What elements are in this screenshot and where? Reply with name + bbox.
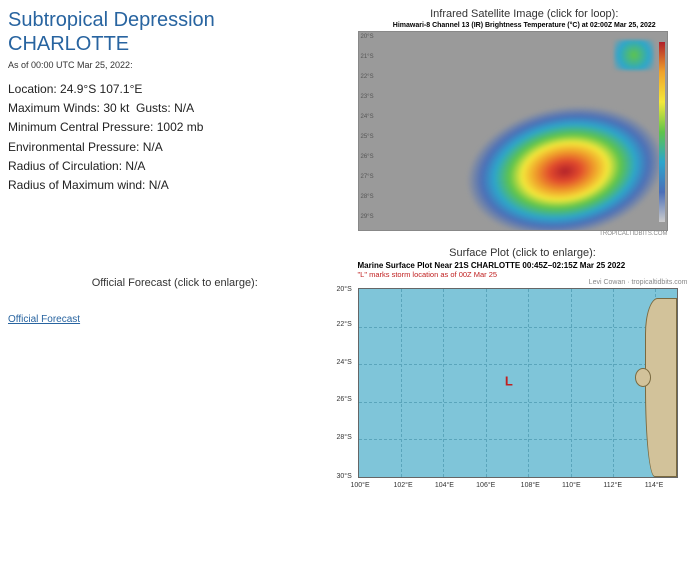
ir-colorbar [659, 42, 665, 222]
stat-roc: Radius of Circulation: N/A [8, 157, 342, 176]
surf-gridline [359, 439, 677, 440]
surf-lon-label: 112°E [603, 482, 622, 489]
surf-lat-label: 24°S [337, 359, 352, 366]
ir-cold-cloud [424, 69, 667, 231]
stat-minpres: Minimum Central Pressure: 1002 mb [8, 118, 342, 137]
ir-satellite-panel: Infrared Satellite Image (click for loop… [358, 8, 692, 237]
surf-gridline [359, 327, 677, 328]
ir-lat-tick: 23°S [361, 94, 374, 100]
surf-gridline [359, 364, 677, 365]
stat-location: Location: 24.9°S 107.1°E [8, 80, 342, 99]
stat-rmw: Radius of Maximum wind: N/A [8, 176, 342, 195]
storm-classification: Subtropical Depression CHARLOTTE [8, 8, 342, 56]
surf-lat-label: 22°S [337, 321, 352, 328]
ir-lat-tick: 20°S [361, 34, 374, 40]
surf-lat-label: 30°S [337, 473, 352, 480]
surf-gridline [359, 402, 677, 403]
surface-plot-panel: Surface Plot (click to enlarge): Marine … [358, 247, 688, 478]
surf-lat-label: 28°S [337, 434, 352, 441]
forecast-caption: Official Forecast (click to enlarge): [8, 277, 342, 289]
surf-lon-label: 110°E [562, 482, 581, 489]
ir-lat-tick: 29°S [361, 214, 374, 220]
storm-marker: L [505, 374, 513, 389]
surf-lat-label: 20°S [337, 286, 352, 293]
surf-lon-label: 100°E [351, 482, 370, 489]
ir-lat-tick: 27°S [361, 174, 374, 180]
forecast-panel: Official Forecast (click to enlarge): Of… [8, 247, 342, 478]
land-australia [645, 298, 677, 477]
stat-envpres: Environmental Pressure: N/A [8, 138, 342, 157]
ir-title: Himawari-8 Channel 13 (IR) Brightness Te… [358, 22, 692, 29]
surf-lon-label: 108°E [521, 482, 540, 489]
land-island [635, 368, 651, 387]
surf-gridline [528, 289, 529, 477]
ir-credit: TROPICALTIDBITS.COM [358, 231, 668, 237]
stat-maxwind: Maximum Winds: 30 kt Gusts: N/A [8, 99, 342, 118]
ir-lat-tick: 24°S [361, 114, 374, 120]
surf-lon-label: 102°E [393, 482, 412, 489]
ir-caption: Infrared Satellite Image (click for loop… [358, 8, 692, 20]
surf-gridline [443, 289, 444, 477]
surf-gridline [486, 289, 487, 477]
ir-image[interactable]: 20°S 21°S 22°S 23°S 24°S 25°S 26°S 27°S … [358, 31, 668, 231]
ir-lat-tick: 26°S [361, 154, 374, 160]
page-grid: Subtropical Depression CHARLOTTE As of 0… [8, 8, 691, 478]
asof-timestamp: As of 00:00 UTC Mar 25, 2022: [8, 60, 342, 70]
surface-title: Marine Surface Plot Near 21S CHARLOTTE 0… [358, 261, 626, 270]
official-forecast-link[interactable]: Official Forecast [8, 314, 80, 325]
surf-lon-label: 114°E [645, 482, 664, 489]
ir-cloud-blob [614, 40, 654, 70]
surf-gridline [401, 289, 402, 477]
surf-lat-label: 26°S [337, 396, 352, 403]
ir-lat-tick: 22°S [361, 74, 374, 80]
surface-credit: Levi Cowan · tropicaltidbits.com [358, 279, 688, 286]
surf-lon-label: 106°E [476, 482, 495, 489]
surface-plot[interactable]: L 20°S 22°S 24°S 26°S 28°S 30°S 100°E 10… [358, 288, 678, 478]
surf-gridline [613, 289, 614, 477]
surface-subtitle: "L" marks storm location as of 00Z Mar 2… [358, 270, 626, 279]
ir-lat-tick: 28°S [361, 194, 374, 200]
storm-summary: Subtropical Depression CHARLOTTE As of 0… [8, 8, 342, 237]
ir-lat-tick: 25°S [361, 134, 374, 140]
surf-lon-label: 104°E [435, 482, 454, 489]
surf-gridline [571, 289, 572, 477]
storm-name: CHARLOTTE [8, 33, 129, 55]
ir-lat-tick: 21°S [361, 54, 374, 60]
surface-caption: Surface Plot (click to enlarge): [358, 247, 688, 259]
